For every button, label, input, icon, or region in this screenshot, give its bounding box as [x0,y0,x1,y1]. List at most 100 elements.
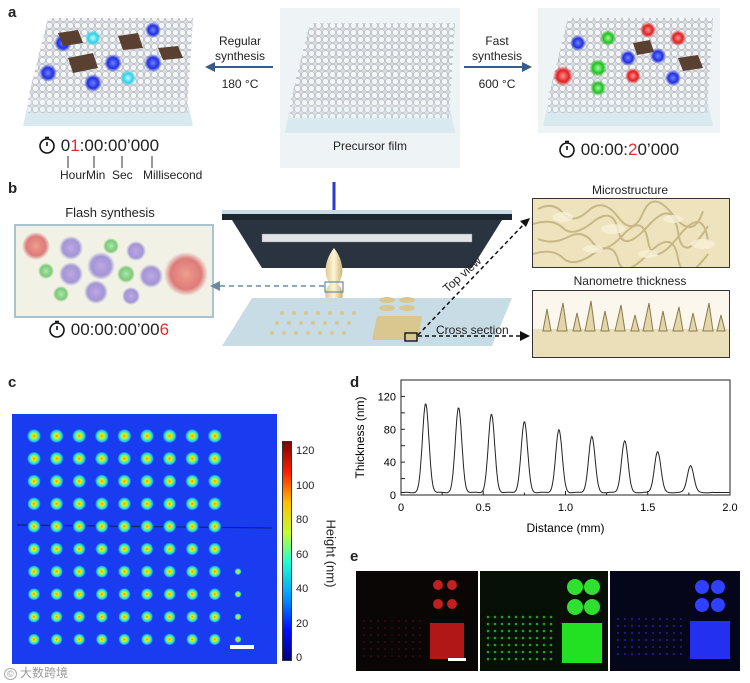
height-dot [117,497,132,511]
height-dot [163,633,176,646]
height-dot [208,565,222,578]
fluorescence-dot [645,632,647,634]
height-dot [95,610,108,623]
fluorescence-dot [507,622,511,626]
precursor-film-illustration [280,8,460,168]
fluorescence-dot [507,657,511,661]
height-dot [208,610,221,623]
fluorescence-dot [419,641,421,643]
fluorescence-dot [673,646,675,648]
fluorescence-dot [521,622,525,626]
fluorescence-dot [652,632,654,634]
fluorescence-dot [652,653,654,655]
nanometre-thickness-title: Nanometre thickness [573,274,687,288]
fluorescence-dot [528,615,532,619]
fluorescence-dot [391,627,393,629]
fluorescence-dot [412,641,414,643]
height-dot [49,497,64,511]
y-axis-label: Thickness (nm) [353,396,367,478]
colorbar-tick-label: 0 [296,652,303,664]
fluorescence-dot [377,634,379,636]
height-dot [118,610,131,623]
microstructure-inset [532,198,730,268]
fluorescence-dot [391,634,393,636]
fluorescence-dot [405,641,407,643]
regular-synthesis-label-2: synthesis [214,49,266,63]
height-dot [118,542,131,556]
height-dot [95,497,109,511]
unit-hour: Hour [60,168,87,182]
fluorescence-dot [617,618,619,620]
fluorescence-dot [680,639,682,641]
fluorescence-dot [363,641,365,643]
height-dot [186,588,199,601]
x-tick-label: 0 [398,502,404,514]
height-dot [163,519,177,533]
plot-frame [400,379,731,496]
height-dot [27,429,41,443]
height-dot [72,519,86,533]
height-dot [50,519,64,533]
green-fluorescence-image [480,571,608,671]
fluorescence-dot [405,627,407,629]
fluorescence-dot [405,655,407,657]
fluorescence-dot [500,636,504,640]
x-tick-label: 2.0 [722,502,737,514]
fluorescence-dot [631,639,633,641]
height-dot [27,610,41,623]
height-dot [234,635,242,643]
y-tick-label: 40 [384,457,396,469]
y-tick-label: 80 [384,424,396,436]
height-dot [163,588,176,601]
fluorescence-dot [666,646,668,648]
timer-prefix: 00:00:00’00 [70,320,160,339]
fluorescence-dot [638,625,640,627]
fluorescence-dot [514,622,518,626]
fluorescence-dot [398,620,400,622]
height-dot [72,497,86,511]
fluorescence-dot [377,627,379,629]
fluorescence-dot [659,618,661,620]
fluorescence-dot [624,625,626,627]
height-dot [186,610,199,623]
fluorescence-dot [528,636,532,640]
precursor-film-caption: Precursor film [332,139,407,153]
height-dot [163,542,177,556]
fluorescence-dot [624,646,626,648]
fluorescence-dot [659,632,661,634]
fluorescence-dot [419,620,421,622]
height-dot [140,429,154,443]
height-dot [27,451,41,466]
fluorescence-dot [507,643,511,647]
fluorescence-dot [617,646,619,648]
height-dot [27,474,41,488]
height-dot [208,633,221,646]
fluorescence-dot [624,618,626,620]
fluorescence-dot [542,629,546,633]
fluorescence-dot [363,627,365,629]
fluorescence-dot [370,648,372,650]
height-dot [117,474,132,488]
fluorescence-dot [384,641,386,643]
fluorescence-dot [549,629,553,633]
height-dot [208,474,222,488]
fluorescence-dot [398,627,400,629]
fluorescence-dot [493,657,497,661]
y-tick-label: 120 [378,391,396,403]
flash-synthesis-timer: 00:00:00’006 [48,320,169,340]
fluorescence-dot [370,655,372,657]
fluorescence-dot [549,636,553,640]
fluorescence-dot [370,634,372,636]
fluorescence-dot [542,615,546,619]
fluorescence-dot [486,643,490,647]
fluorescence-dot [535,650,539,654]
dashed-arrow-to-inset [210,281,328,291]
height-dot [49,451,64,466]
fluorescence-dot [419,655,421,657]
blue-fluorescence-image [610,571,740,671]
height-dot [28,633,40,646]
fluorescence-dot [493,629,497,633]
colorbar-tick-label: 20 [296,617,309,630]
fluorescence-dot [535,629,539,633]
height-dot [118,633,131,646]
